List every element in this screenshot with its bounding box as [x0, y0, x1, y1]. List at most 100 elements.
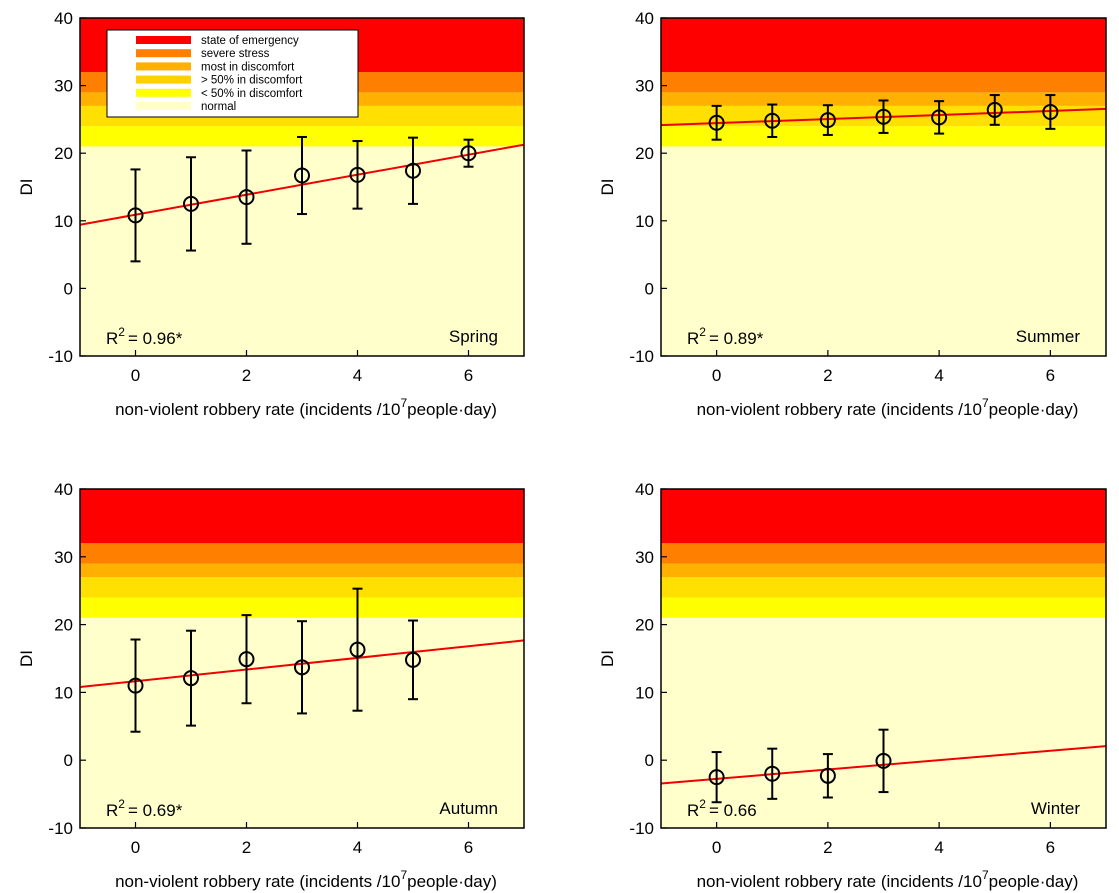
band-most-in-discomfort: [80, 563, 524, 578]
band-severe-stress: [661, 72, 1106, 93]
x-tick-label: 6: [1046, 366, 1055, 385]
error-bar: [130, 168, 141, 263]
y-tick-label: 30: [635, 77, 654, 96]
x-tick-label: 6: [464, 838, 473, 857]
x-axis-label-exponent: 7: [400, 868, 407, 882]
data-point: [238, 651, 255, 668]
x-tick-label: 2: [242, 366, 251, 385]
legend-swatch: [136, 36, 191, 44]
legend-label: state of emergency: [201, 35, 299, 47]
season-label: Spring: [449, 327, 498, 346]
y-tick-label: 40: [635, 9, 654, 28]
data-point: [127, 207, 144, 224]
error-bar: [989, 94, 1000, 126]
band-state-of-emergency: [661, 18, 1106, 73]
panel-summer: -10 0 10 20 30 40 0 2 4 6 DI non-violent robbery ra…: [598, 9, 1107, 419]
r-squared-label: R2 = 0.89*: [687, 325, 764, 348]
error-bar: [297, 135, 307, 216]
y-tick-label: 30: [54, 548, 73, 567]
data-point: [708, 769, 725, 786]
error-bar: [711, 104, 722, 141]
legend-swatch: [136, 62, 191, 71]
data-point: [238, 189, 255, 206]
y-tick-label: 10: [635, 212, 654, 231]
band-most-in-discomfort: [661, 563, 1106, 578]
data-point: [875, 108, 892, 125]
x-axis-label-main: non-violent robbery rate (incidents /10: [697, 400, 982, 419]
legend-swatch: [136, 75, 191, 84]
y-tick-label: 10: [54, 683, 73, 702]
data-point: [127, 677, 144, 694]
x-tick-label: 4: [353, 366, 362, 385]
error-bar: [878, 99, 889, 134]
y-tick-label: 0: [64, 751, 73, 770]
y-tick-label: -10: [48, 819, 73, 838]
x-axis-label-exponent: 7: [400, 396, 407, 410]
y-axis-label: DI: [17, 179, 36, 196]
data-point: [183, 670, 199, 687]
y-tick-label: 30: [54, 77, 73, 96]
band--50-in-discomfort: [80, 597, 524, 618]
y-tick-label: 40: [54, 480, 73, 499]
y-tick-label: -10: [48, 347, 73, 366]
x-tick-label: 4: [353, 838, 362, 857]
plot-frame: [660, 17, 1107, 357]
error-bar: [408, 619, 418, 701]
x-axis-label-unit: people·day): [989, 400, 1079, 419]
x-axis-label-main: non-violent robbery rate (incidents /10: [115, 400, 400, 419]
season-label: Winter: [1031, 799, 1080, 818]
band-normal: [661, 617, 1106, 828]
x-tick-label: 4: [934, 838, 943, 857]
data-point: [819, 767, 836, 784]
error-bar: [934, 100, 945, 135]
error-bar: [352, 140, 363, 210]
y-tick-label: 10: [635, 683, 654, 702]
season-label: Summer: [1016, 327, 1081, 346]
x-axis-label: non-violent robbery rate (incidents /107…: [115, 868, 497, 891]
legend-label: normal: [201, 101, 236, 113]
x-tick-label: 2: [823, 366, 832, 385]
data-point: [819, 112, 836, 129]
band--50-in-discomfort: [661, 597, 1106, 618]
error-bar: [822, 753, 833, 799]
error-bar: [822, 104, 833, 136]
x-axis-label-exponent: 7: [982, 868, 989, 882]
x-tick-label: 0: [712, 838, 721, 857]
y-tick-label: 0: [645, 751, 654, 770]
plot-frame: [79, 488, 525, 829]
error-bar: [297, 620, 307, 715]
legend-label: > 50% in discomfort: [201, 75, 303, 87]
data-point: [764, 112, 781, 129]
y-tick-label: -10: [629, 347, 654, 366]
season-label: Autumn: [439, 799, 498, 818]
x-tick-label: 0: [131, 366, 140, 385]
error-bar: [130, 638, 141, 733]
data-point: [405, 651, 421, 668]
data-point: [986, 101, 1003, 118]
x-axis-label-exponent: 7: [982, 396, 989, 410]
x-axis-label-main: non-violent robbery rate (incidents /10: [697, 872, 982, 891]
x-tick-label: 0: [131, 838, 140, 857]
legend-swatch: [136, 49, 191, 58]
data-point: [460, 145, 477, 162]
data-point: [405, 162, 421, 179]
y-tick-label: 10: [54, 212, 73, 231]
y-tick-label: 40: [635, 480, 654, 499]
error-bar: [186, 156, 196, 252]
x-tick-label: 2: [242, 838, 251, 857]
y-tick-label: 0: [64, 279, 73, 298]
data-point: [294, 659, 310, 676]
r-squared-label: R2 = 0.69*: [106, 797, 183, 820]
error-bar: [1045, 94, 1056, 130]
data-point: [183, 195, 199, 212]
y-axis-label: DI: [17, 650, 36, 667]
x-axis-label: non-violent robbery rate (incidents /107…: [115, 396, 497, 419]
x-axis-label-unit: people·day): [989, 872, 1079, 891]
y-axis-label: DI: [598, 179, 617, 196]
x-axis-label-unit: people·day): [407, 400, 497, 419]
legend-label: < 50% in discomfort: [201, 88, 303, 100]
y-tick-label: 30: [635, 548, 654, 567]
band-severe-stress: [80, 543, 524, 564]
